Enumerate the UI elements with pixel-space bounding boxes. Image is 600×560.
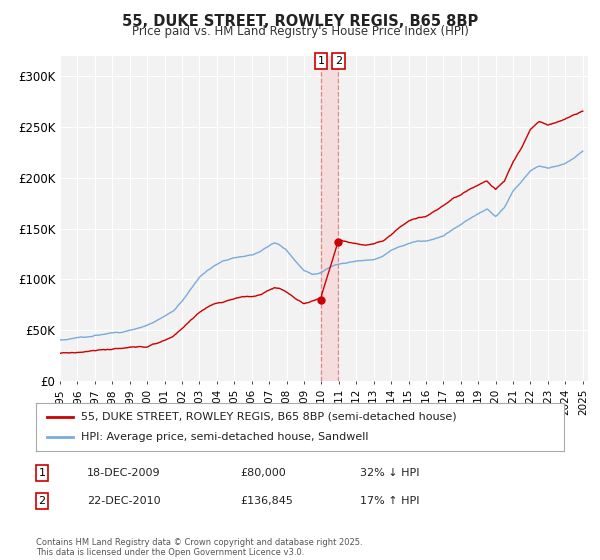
Text: Price paid vs. HM Land Registry's House Price Index (HPI): Price paid vs. HM Land Registry's House …: [131, 25, 469, 38]
Text: £80,000: £80,000: [240, 468, 286, 478]
Text: £136,845: £136,845: [240, 496, 293, 506]
Text: 1: 1: [317, 56, 325, 66]
Text: 22-DEC-2010: 22-DEC-2010: [87, 496, 161, 506]
Text: 32% ↓ HPI: 32% ↓ HPI: [360, 468, 419, 478]
Text: 55, DUKE STREET, ROWLEY REGIS, B65 8BP: 55, DUKE STREET, ROWLEY REGIS, B65 8BP: [122, 14, 478, 29]
Text: 2: 2: [335, 56, 342, 66]
Text: HPI: Average price, semi-detached house, Sandwell: HPI: Average price, semi-detached house,…: [81, 432, 368, 442]
Text: 18-DEC-2009: 18-DEC-2009: [87, 468, 161, 478]
Text: 55, DUKE STREET, ROWLEY REGIS, B65 8BP (semi-detached house): 55, DUKE STREET, ROWLEY REGIS, B65 8BP (…: [81, 412, 457, 422]
Text: Contains HM Land Registry data © Crown copyright and database right 2025.
This d: Contains HM Land Registry data © Crown c…: [36, 538, 362, 557]
Bar: [321, 56, 338, 381]
Text: 17% ↑ HPI: 17% ↑ HPI: [360, 496, 419, 506]
Text: 1: 1: [38, 468, 46, 478]
Text: 2: 2: [38, 496, 46, 506]
